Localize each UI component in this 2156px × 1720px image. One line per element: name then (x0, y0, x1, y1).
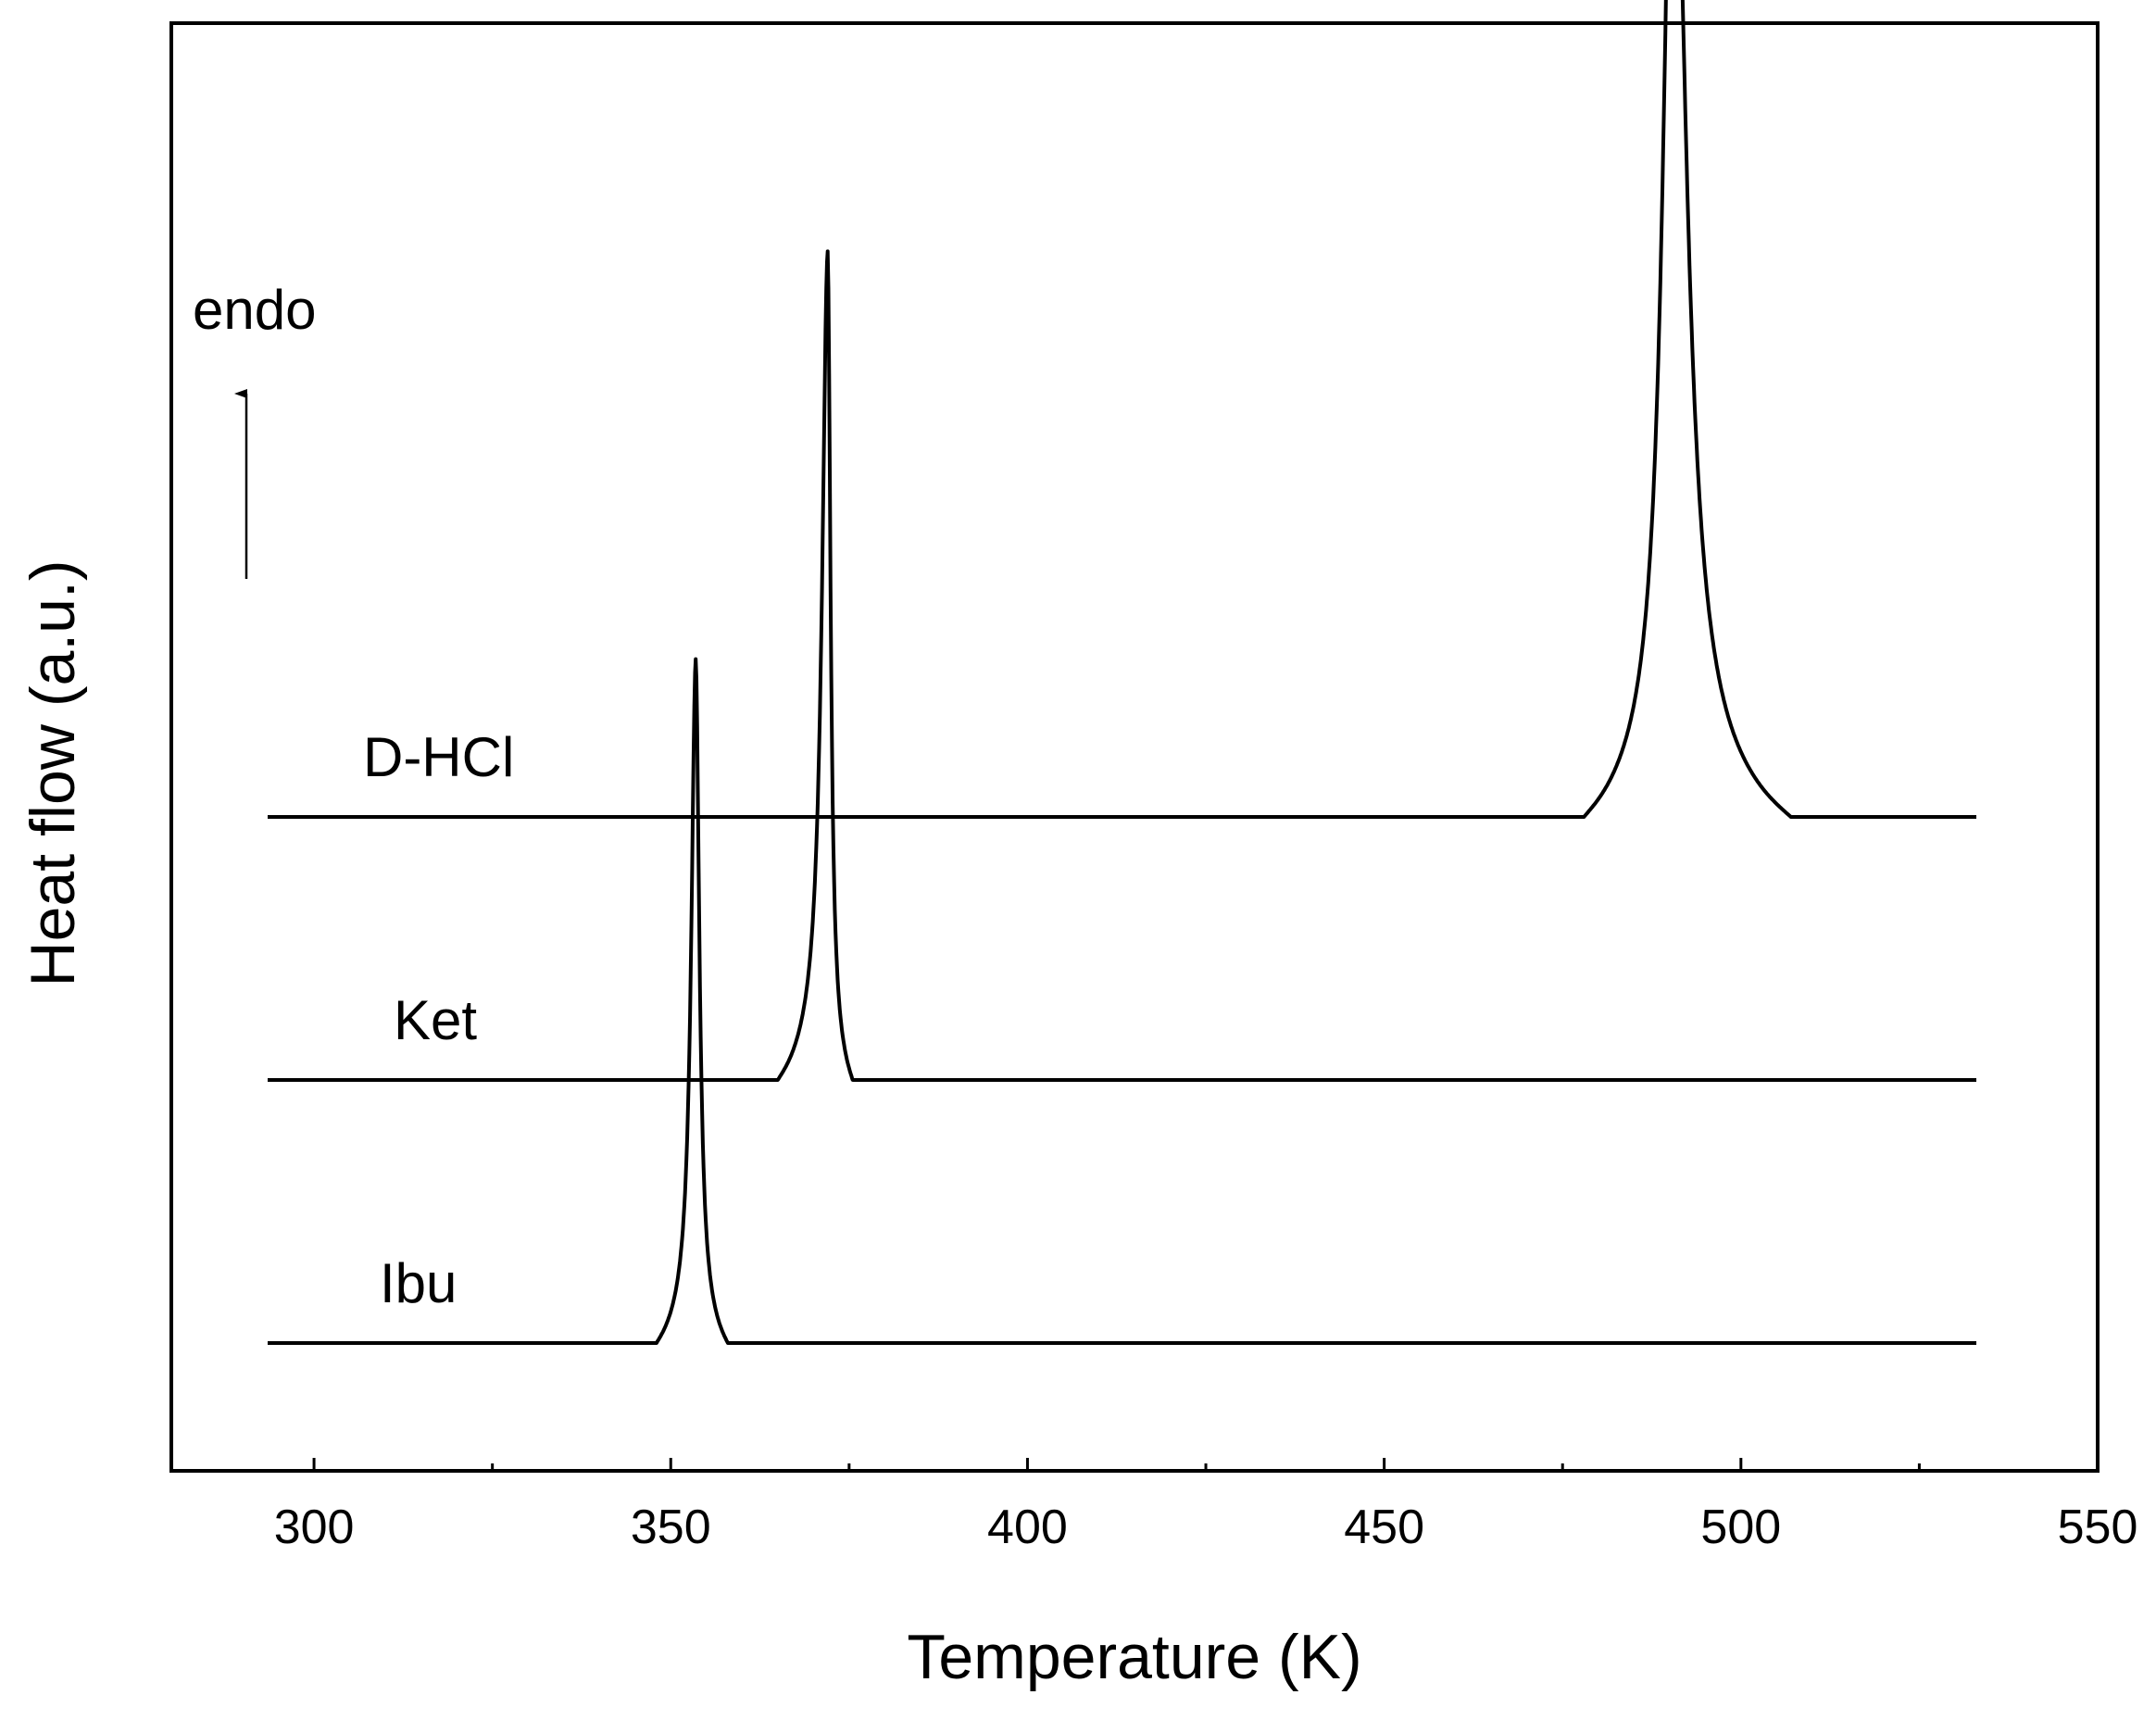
series-label-ibu: Ibu (380, 1252, 457, 1314)
x-tick-label: 550 (2058, 1500, 2138, 1554)
endo-annotation: endo (193, 279, 316, 341)
x-tick-label: 500 (1700, 1500, 1781, 1554)
plot-frame (169, 21, 2100, 1473)
series-labels: D-HCl Ket Ibu (363, 726, 514, 1314)
x-tick-label: 300 (274, 1500, 355, 1554)
series-line-ket (266, 249, 1978, 1082)
series-label-ket: Ket (394, 989, 477, 1051)
x-axis-title: Temperature (K) (907, 1622, 1361, 1692)
series-line-ibu (266, 657, 1978, 1345)
series-layer (266, 0, 1978, 1345)
x-tick-label: 450 (1344, 1500, 1424, 1554)
series-label-d-hcl: D-HCl (363, 726, 514, 788)
x-axis: 300 350 400 450 500 550 (274, 1458, 2138, 1554)
series-line-d-hcl (266, 0, 1978, 819)
y-axis-title: Heat flow (a.u.) (18, 559, 88, 986)
x-tick-label: 400 (987, 1500, 1068, 1554)
x-tick-label: 350 (631, 1500, 711, 1554)
